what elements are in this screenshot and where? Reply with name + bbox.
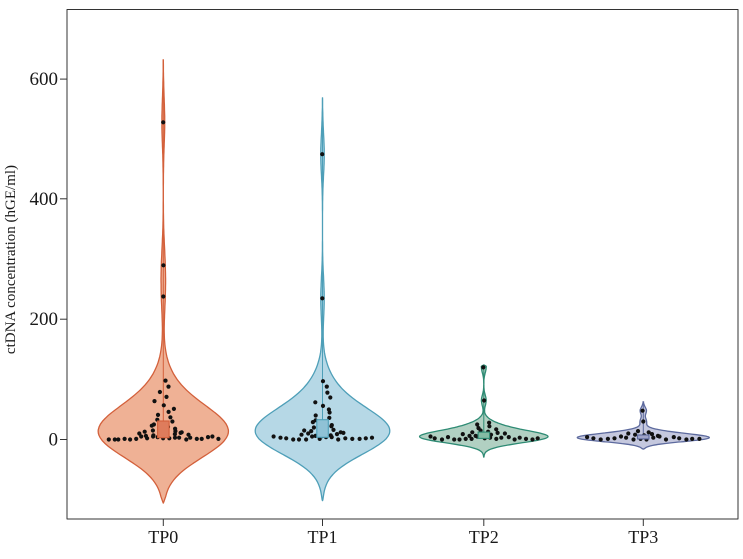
- svg-text:TP0: TP0: [148, 527, 178, 547]
- svg-text:200: 200: [30, 309, 59, 330]
- svg-text:TP1: TP1: [307, 527, 337, 547]
- svg-text:400: 400: [30, 189, 59, 210]
- svg-text:TP3: TP3: [628, 527, 658, 547]
- svg-text:ctDNA concentration (hGE/ml): ctDNA concentration (hGE/ml): [3, 165, 19, 354]
- svg-text:600: 600: [30, 69, 59, 90]
- svg-text:0: 0: [49, 430, 59, 451]
- svg-text:TP2: TP2: [469, 527, 499, 547]
